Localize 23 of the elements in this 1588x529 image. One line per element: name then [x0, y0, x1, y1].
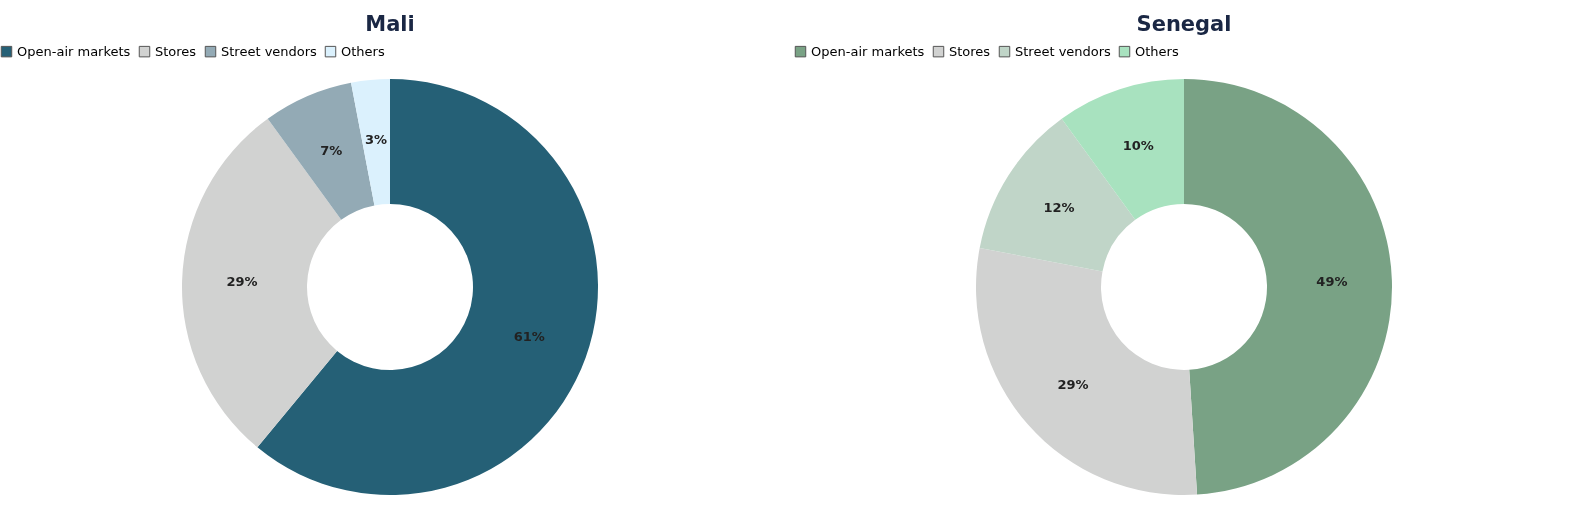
legend-label: Others [1135, 43, 1179, 59]
legend-label: Open-air markets [17, 43, 131, 59]
donut-slice [182, 118, 342, 448]
data-label: 3% [365, 131, 388, 147]
legend-label: Street vendors [221, 43, 318, 59]
chart-title: Senegal [1136, 12, 1232, 36]
data-label: 49% [1316, 274, 1348, 290]
legend-label: Stores [949, 43, 991, 59]
legend-label: Open-air markets [811, 43, 925, 59]
data-label: 61% [513, 329, 545, 345]
legend-label: Stores [155, 43, 197, 59]
donut-slice [351, 79, 390, 206]
data-label: 12% [1043, 199, 1075, 215]
donut-slice [257, 79, 598, 495]
chart-title: Mali [365, 12, 415, 36]
data-label: 7% [320, 143, 343, 159]
donut-slice [976, 248, 1198, 495]
donut-slice [1184, 79, 1392, 495]
legend-label: Street vendors [1015, 43, 1112, 59]
data-label: 29% [1057, 376, 1089, 392]
data-label: 29% [226, 274, 258, 290]
legend-label: Others [341, 43, 385, 59]
data-label: 10% [1122, 138, 1154, 154]
